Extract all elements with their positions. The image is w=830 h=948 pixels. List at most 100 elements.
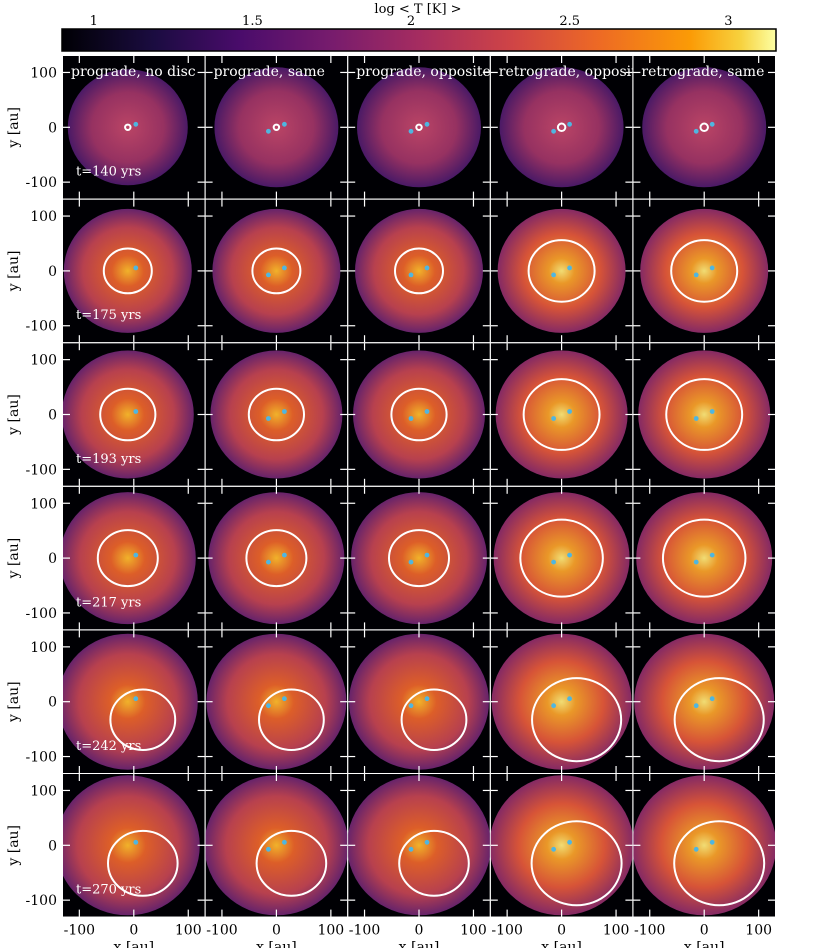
panel: t=242 yrs <box>63 630 205 774</box>
panel <box>205 630 348 774</box>
panel <box>205 486 348 630</box>
temperature-field <box>348 775 490 916</box>
star-marker <box>282 696 287 702</box>
star-marker <box>408 703 414 709</box>
y-axis-label: y [au] <box>6 251 22 293</box>
panel: prograde, same <box>205 56 348 199</box>
star-marker <box>408 128 414 134</box>
star-marker <box>567 696 572 702</box>
colorbar-tick-label: 2 <box>407 14 415 29</box>
x-axis-label: x [au] <box>541 940 582 948</box>
star-marker <box>424 121 430 127</box>
y-tick-label: 100 <box>30 353 57 369</box>
temperature-field <box>208 492 345 625</box>
star-marker <box>266 846 271 852</box>
star-marker <box>266 128 271 134</box>
temperature-field <box>638 350 771 479</box>
y-axis-label: y [au] <box>6 107 22 149</box>
star-marker <box>266 416 271 421</box>
temperature-field <box>63 208 192 333</box>
panel <box>348 774 490 917</box>
star-marker <box>133 409 139 414</box>
star-marker <box>282 839 287 845</box>
star-marker <box>709 121 715 127</box>
y-tick-label: 0 <box>48 264 57 280</box>
column-label: retrograde, same <box>641 64 764 80</box>
panel <box>348 199 490 343</box>
x-tick-label: 0 <box>272 923 281 939</box>
panel <box>205 774 348 917</box>
panel <box>205 199 348 343</box>
temperature-contour <box>527 239 596 303</box>
temperature-field <box>351 492 487 625</box>
star-marker <box>551 559 556 565</box>
panel: t=193 yrs <box>63 343 205 486</box>
star-marker <box>551 846 556 852</box>
star-marker <box>693 559 699 565</box>
x-tick-label: 100 <box>317 923 344 939</box>
temperature-contour <box>670 239 739 303</box>
y-tick-label: 100 <box>30 783 57 799</box>
panel <box>633 630 776 774</box>
temperature-contour <box>394 247 445 295</box>
star-marker <box>567 121 572 127</box>
temperature-field <box>497 208 626 333</box>
x-axis-label: x [au] <box>399 940 440 948</box>
axes: 100 0 -100 y [au] 100 0 -100 y [au] 100 0 -100 y [a… <box>6 65 772 948</box>
y-axis-label: y [au] <box>6 681 22 723</box>
x-tick-label: 100 <box>603 923 630 939</box>
time-label: t=193 yrs <box>76 452 141 467</box>
colorbar-scale <box>61 28 777 52</box>
x-axis-label: x [au] <box>113 940 154 948</box>
panel <box>633 774 776 917</box>
temperature-contour <box>519 518 604 598</box>
star-marker <box>133 121 139 127</box>
x-tick-label: 0 <box>557 923 566 939</box>
colorbar-tick-label: 3 <box>724 14 732 29</box>
temperature-contour <box>531 677 623 763</box>
temperature-field <box>355 208 483 333</box>
star-marker <box>551 416 556 421</box>
temperature-contour <box>530 820 623 907</box>
colorbar-label: log < T [K] > <box>374 2 461 17</box>
column-label: prograde, opposite <box>356 64 491 80</box>
temperature-field <box>636 492 773 625</box>
x-tick-label: -100 <box>349 923 380 939</box>
temperature-field <box>67 69 188 186</box>
panel <box>205 343 348 486</box>
temperature-contour <box>673 820 766 907</box>
temperature-contour <box>665 378 744 451</box>
star-marker <box>408 846 414 852</box>
x-tick-label: -100 <box>206 923 237 939</box>
x-tick-label: 100 <box>745 923 772 939</box>
temperature-field <box>63 492 196 625</box>
panel <box>490 343 633 486</box>
colorbar: log < T [K] > 1 1.5 2 2.5 3 <box>61 2 777 52</box>
y-axis-label: y [au] <box>6 394 22 436</box>
y-tick-label: 0 <box>48 551 57 567</box>
temperature-contour <box>99 387 157 442</box>
star-marker <box>693 272 699 278</box>
y-tick-label: 100 <box>30 209 57 225</box>
star-marker <box>693 703 699 709</box>
temperature-field <box>491 633 632 770</box>
temperature-field <box>63 633 198 770</box>
temperature-contour <box>251 247 302 295</box>
temperature-field <box>205 775 348 916</box>
panel: retrograde, opposite <box>490 56 645 199</box>
panel <box>633 486 776 630</box>
temperature-contour <box>272 123 281 132</box>
panel <box>348 486 490 630</box>
panel <box>348 343 490 486</box>
star-marker <box>282 121 287 127</box>
panel: prograde, no disc t=140 yrs <box>63 56 205 199</box>
panel: t=217 yrs <box>63 486 205 630</box>
star-marker <box>424 265 430 271</box>
time-label: t=242 yrs <box>76 739 141 754</box>
star-marker <box>567 552 572 558</box>
temperature-contour <box>124 123 132 132</box>
temperature-contour <box>102 247 153 295</box>
x-tick-label: 0 <box>700 923 709 939</box>
x-tick-label: 0 <box>415 923 424 939</box>
